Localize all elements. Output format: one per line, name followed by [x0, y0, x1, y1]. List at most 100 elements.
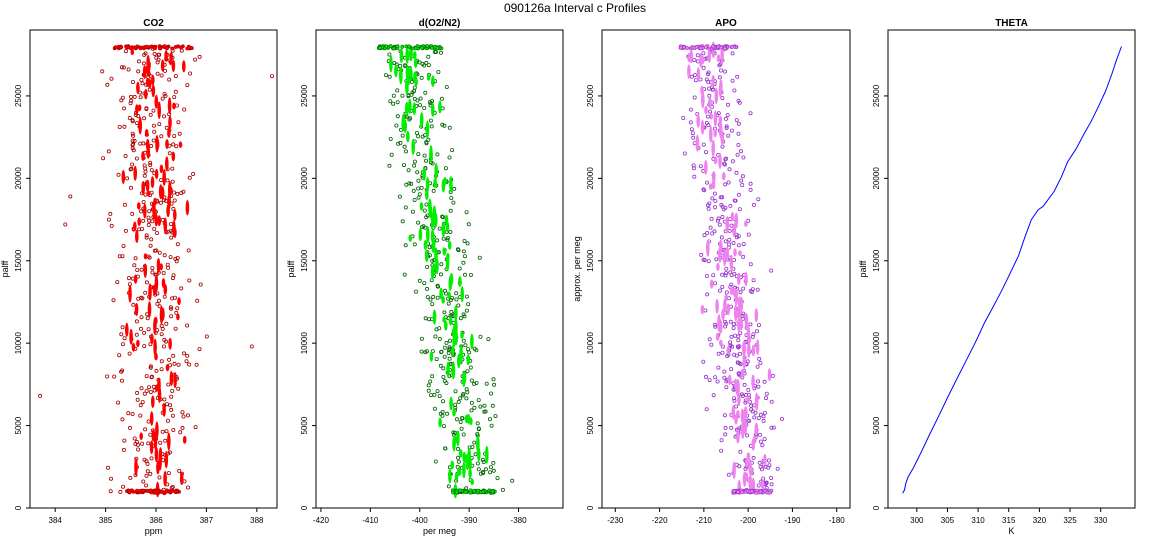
data-cluster	[423, 239, 428, 251]
data-cluster	[701, 90, 705, 109]
data-point	[730, 78, 735, 83]
y-tick-label: 25000	[586, 84, 595, 107]
x-tick-label: -380	[511, 516, 528, 525]
data-point	[707, 201, 712, 206]
data-cluster	[713, 129, 717, 138]
x-tick-label: 320	[1033, 516, 1047, 525]
data-point	[736, 192, 741, 197]
data-point	[402, 272, 407, 277]
data-point	[446, 348, 451, 353]
data-point	[132, 94, 137, 99]
data-cluster	[408, 98, 412, 114]
data-point	[415, 98, 420, 103]
data-cluster	[447, 240, 452, 250]
data-point	[159, 178, 164, 183]
data-point	[197, 347, 202, 352]
data-point	[440, 413, 445, 418]
data-point	[736, 142, 741, 147]
data-cluster	[137, 202, 141, 210]
data-point	[141, 199, 146, 204]
data-cluster	[157, 101, 161, 120]
data-point	[165, 265, 170, 270]
data-point	[432, 392, 437, 397]
data-point	[128, 101, 133, 106]
data-point	[148, 112, 153, 117]
data-point	[462, 272, 467, 277]
data-cluster	[167, 432, 171, 451]
data-point	[476, 398, 481, 403]
data-point	[720, 144, 725, 149]
data-point	[736, 338, 741, 343]
data-point	[733, 333, 738, 338]
data-point	[751, 278, 756, 283]
data-point	[726, 180, 731, 185]
y-tick-label: 25000	[300, 84, 309, 107]
data-cluster	[163, 283, 168, 296]
data-point	[689, 74, 694, 79]
data-point	[488, 465, 493, 470]
data-cluster	[177, 297, 181, 306]
data-point	[130, 143, 135, 148]
data-cluster	[438, 417, 442, 428]
data-cluster	[149, 440, 154, 455]
data-point	[762, 379, 767, 384]
data-point	[146, 215, 151, 220]
data-point	[170, 484, 175, 489]
data-point	[412, 197, 417, 202]
data-point	[744, 392, 749, 397]
data-point	[131, 489, 136, 494]
data-cluster	[134, 458, 138, 476]
data-point	[439, 262, 444, 267]
data-point	[447, 356, 452, 361]
data-point	[163, 93, 168, 98]
data-point	[142, 344, 147, 349]
data-point	[424, 60, 429, 65]
y-tick-label: 10000	[14, 332, 23, 355]
x-tick-label: 330	[1094, 516, 1108, 525]
data-point	[406, 44, 411, 49]
data-point	[164, 46, 169, 51]
data-cluster	[431, 240, 436, 253]
data-point	[144, 44, 149, 49]
data-point-outlier	[38, 393, 43, 398]
data-cluster	[432, 309, 437, 325]
data-cluster	[715, 298, 719, 314]
y-tick-label: 15000	[872, 249, 881, 272]
y-tick-label: 5000	[586, 416, 595, 434]
data-point-outlier	[269, 74, 274, 79]
data-point	[164, 488, 169, 493]
data-point	[435, 283, 440, 288]
y-axis-label: palff	[0, 260, 10, 277]
data-point	[132, 138, 137, 143]
data-point	[426, 63, 431, 68]
data-point	[170, 413, 175, 418]
data-cluster	[729, 254, 734, 271]
data-point	[134, 156, 139, 161]
data-point	[758, 489, 763, 494]
data-point	[419, 185, 424, 190]
x-tick-label: -180	[829, 516, 846, 525]
data-point	[476, 467, 481, 472]
data-cluster	[726, 303, 730, 316]
data-point	[746, 387, 751, 392]
data-cluster	[169, 370, 174, 387]
data-point	[150, 266, 155, 271]
data-point	[437, 394, 442, 399]
data-cluster	[425, 188, 429, 201]
data-point	[701, 51, 706, 56]
data-point	[130, 118, 135, 123]
data-point	[149, 374, 154, 379]
data-point	[493, 414, 498, 419]
data-point	[414, 130, 419, 135]
data-point	[121, 484, 126, 489]
data-cluster	[409, 66, 413, 82]
data-point	[727, 296, 732, 301]
data-point	[461, 432, 466, 437]
data-point	[441, 424, 446, 429]
x-tick-label: 305	[941, 516, 955, 525]
data-point	[167, 357, 172, 362]
data-point	[130, 80, 135, 85]
data-cluster	[743, 406, 748, 418]
data-cluster	[737, 272, 741, 286]
data-point	[122, 106, 127, 111]
